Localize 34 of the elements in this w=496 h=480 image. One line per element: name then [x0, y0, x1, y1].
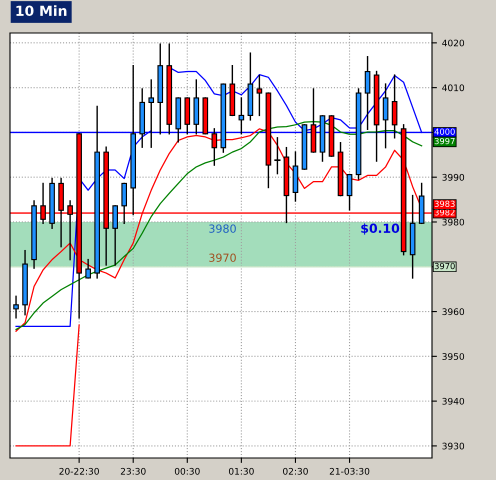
candlestick [13, 296, 19, 319]
candlestick [392, 74, 398, 138]
y-tick-label: 4010 [442, 84, 464, 92]
x-tick-label: 02:30 [283, 468, 308, 475]
candlestick [121, 182, 128, 224]
ref-line-label: 3970 [434, 262, 455, 270]
band-label: $0.10 [361, 223, 400, 235]
data-label: 3997 [434, 138, 455, 144]
chart-title: 10 Min [16, 5, 66, 16]
candlestick [274, 137, 281, 174]
y-tick-label: 4020 [442, 40, 464, 46]
y-tick-label: 3950 [442, 353, 464, 360]
candlestick [148, 79, 154, 148]
candlestick [85, 258, 91, 279]
x-tick-label: 01:30 [228, 468, 254, 475]
y-tick-label: 3990 [442, 174, 464, 181]
candlestick [238, 97, 244, 134]
x-tick-label: 20-22:30 [59, 468, 99, 475]
x-tick-label: 21-03:30 [330, 468, 370, 475]
candlestick [364, 56, 370, 130]
candlestick [112, 205, 118, 266]
data-label: 3983 [434, 200, 455, 207]
annotation: 3970 [209, 254, 236, 262]
x-tick-label: 00:30 [174, 468, 200, 475]
ref-line-label: 4000 [434, 128, 455, 135]
y-tick-label: 3940 [442, 398, 464, 405]
y-tick-label: 3980 [442, 218, 464, 226]
y-tick-label: 3930 [442, 442, 464, 450]
candlestick [382, 83, 388, 148]
y-tick-label: 3960 [442, 308, 464, 316]
candlestick [256, 74, 262, 116]
candlestick [346, 174, 352, 211]
annotation: 3980 [209, 224, 236, 233]
x-tick-label: 23:30 [120, 468, 146, 475]
